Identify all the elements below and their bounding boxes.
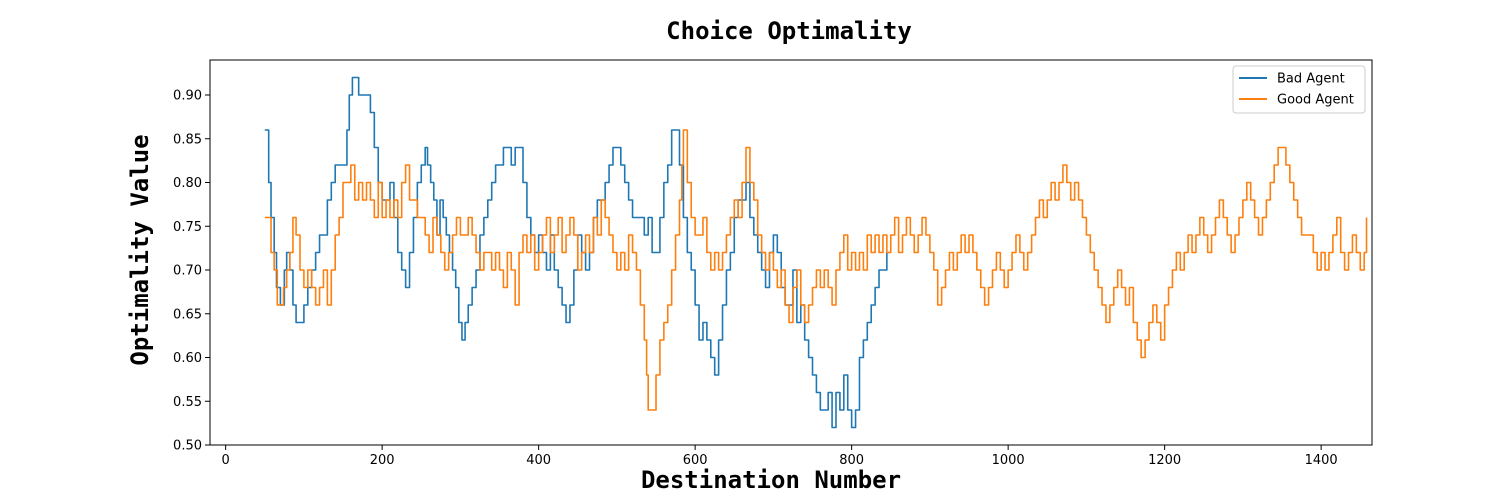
x-tick-label: 1400 bbox=[1305, 453, 1338, 468]
chart-title: Choice Optimality bbox=[666, 17, 912, 45]
y-tick-label: 0.90 bbox=[173, 89, 202, 104]
y-tick-label: 0.85 bbox=[173, 132, 202, 147]
series-group bbox=[264, 76, 1368, 429]
plot-frame bbox=[209, 59, 1373, 446]
x-axis: 0 200 400 600 800 1000 1200 1400 bbox=[222, 445, 1338, 468]
y-tick-label: 0.75 bbox=[173, 220, 202, 235]
x-tick-label: 200 bbox=[370, 453, 395, 468]
y-axis-label: Optimality Value bbox=[126, 134, 154, 365]
y-tick-label: 0.65 bbox=[173, 307, 202, 322]
y-axis: 0.50 0.55 0.60 0.65 0.70 0.75 0.80 0.85 0.90 bbox=[173, 89, 210, 454]
x-tick-label: 1000 bbox=[992, 453, 1025, 468]
x-tick-label: 400 bbox=[526, 453, 551, 468]
legend-label: Bad Agent bbox=[1277, 72, 1345, 87]
x-axis-label: Destination Number bbox=[641, 466, 901, 494]
x-tick-label: 1200 bbox=[1148, 453, 1181, 468]
y-tick-label: 0.55 bbox=[173, 395, 202, 410]
x-tick-label: 800 bbox=[839, 453, 864, 468]
x-tick-label: 600 bbox=[683, 453, 708, 468]
x-tick-label: 0 bbox=[222, 453, 230, 468]
series-line-bad-agent bbox=[264, 76, 890, 429]
legend-label: Good Agent bbox=[1277, 93, 1354, 108]
y-tick-label: 0.50 bbox=[173, 439, 202, 454]
plot-area: 0 200 400 600 800 1000 1200 1400 0.50 0.55 0.60 0.6… bbox=[173, 59, 1373, 468]
y-tick-label: 0.70 bbox=[173, 264, 202, 279]
series-line-good-agent bbox=[264, 129, 1368, 411]
legend: Bad Agent Good Agent bbox=[1232, 65, 1366, 114]
y-tick-label: 0.60 bbox=[173, 351, 202, 366]
y-tick-label: 0.80 bbox=[173, 176, 202, 191]
